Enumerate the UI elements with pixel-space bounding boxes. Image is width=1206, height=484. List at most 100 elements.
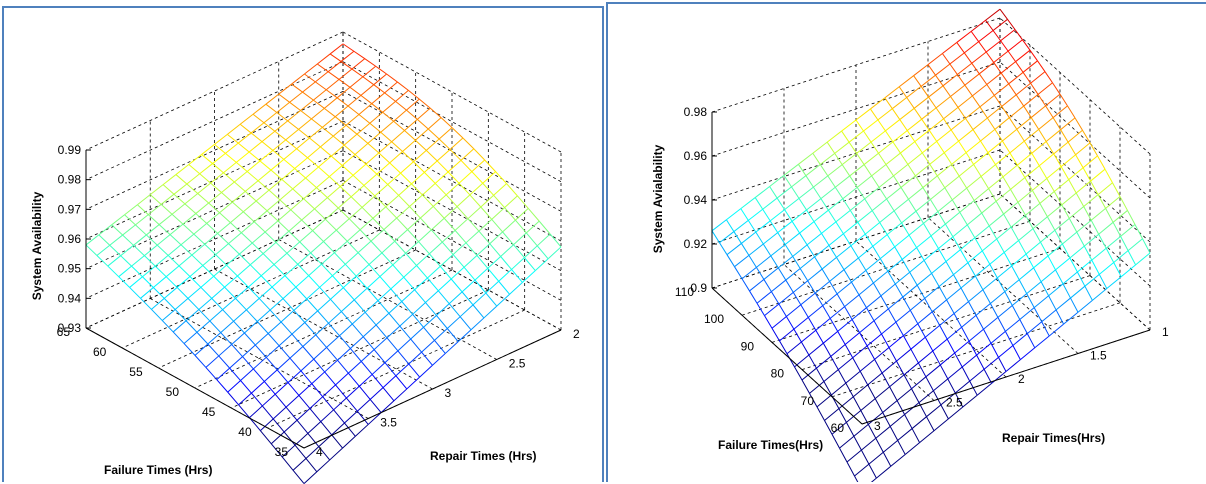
surface-mesh-segment — [403, 265, 417, 278]
surface-mesh-segment — [806, 233, 822, 246]
surface-mesh-segment — [296, 419, 309, 434]
surface-mesh-segment — [873, 270, 889, 284]
surface-mesh-segment — [283, 148, 297, 160]
surface-mesh-segment — [425, 302, 437, 316]
surface-mesh-segment — [950, 129, 960, 142]
surface-mesh-segment — [109, 244, 121, 257]
surface-mesh-segment — [217, 233, 229, 245]
surface-mesh-segment — [926, 404, 942, 418]
y-tick-label: 3.5 — [380, 416, 397, 430]
surface-mesh-segment — [454, 218, 469, 231]
surface-mesh-segment — [844, 294, 860, 308]
surface-mesh-segment — [205, 355, 220, 368]
surface-mesh-segment — [858, 282, 874, 296]
surface-mesh-segment — [921, 118, 930, 131]
surface-mesh-segment — [383, 217, 398, 230]
surface-mesh-segment — [821, 257, 837, 270]
surface-mesh-segment — [842, 233, 852, 247]
surface-mesh-segment — [377, 288, 392, 301]
surface-mesh-segment — [1022, 72, 1032, 84]
surface-mesh-segment — [370, 240, 383, 254]
surface-mesh-segment — [808, 354, 817, 369]
surface-mesh-segment — [311, 107, 325, 120]
surface-mesh-segment — [313, 89, 327, 101]
grid-line — [999, 61, 1151, 199]
surface-mesh-segment — [966, 175, 982, 189]
surface-mesh-segment — [400, 161, 414, 174]
surface-mesh-segment — [310, 252, 322, 265]
surface-mesh-segment — [816, 355, 832, 369]
surface-mesh-segment — [502, 219, 516, 233]
surface-mesh-segment — [362, 76, 375, 86]
surface-mesh-segment — [392, 264, 405, 278]
surface-mesh-segment — [1011, 305, 1021, 320]
surface-mesh-segment — [931, 311, 941, 326]
surface-mesh-segment — [771, 327, 780, 342]
surface-mesh-segment — [392, 252, 406, 266]
surface-mesh-segment — [313, 99, 325, 109]
surface-mesh-segment — [986, 84, 995, 96]
surface-mesh-segment — [851, 281, 860, 296]
surface-mesh-segment — [980, 128, 996, 142]
surface-mesh-segment — [1038, 117, 1054, 130]
surface-mesh-segment — [310, 241, 324, 254]
surface-mesh-segment — [235, 161, 248, 172]
surface-mesh-segment — [212, 163, 224, 174]
surface-mesh-segment — [1033, 267, 1042, 282]
surface-mesh-segment — [961, 366, 971, 382]
surface-mesh-segment — [246, 171, 259, 182]
surface-mesh-segment — [901, 222, 910, 236]
surface-mesh-segment — [215, 243, 229, 255]
surface-mesh-segment — [889, 426, 899, 441]
surface-mesh-segment — [808, 342, 824, 356]
surface-mesh-segment — [972, 129, 981, 142]
surface-mesh-segment — [879, 210, 895, 223]
surface-mesh-segment — [158, 213, 173, 225]
surface-mesh-segment — [209, 320, 222, 333]
surface-mesh-segment — [272, 418, 285, 433]
surface-mesh-segment — [838, 396, 854, 410]
surface-mesh-segment — [1030, 117, 1040, 130]
surface-mesh-segment — [813, 175, 829, 188]
surface-mesh-segment — [931, 299, 947, 313]
surface-mesh-segment — [538, 220, 551, 235]
surface-mesh-segment — [460, 148, 475, 161]
surface-mesh-segment — [253, 356, 267, 370]
surface-mesh-segment — [140, 297, 152, 310]
surface-mesh-segment — [341, 154, 356, 166]
surface-mesh-segment — [763, 279, 772, 292]
surface-mesh-segment — [953, 301, 969, 314]
surface-mesh-segment — [936, 163, 953, 177]
surface-mesh-segment — [962, 394, 978, 408]
surface-mesh-segment — [357, 399, 371, 412]
surface-mesh-segment — [971, 62, 980, 75]
surface-mesh-segment — [841, 152, 857, 166]
surface-mesh-segment — [316, 459, 331, 473]
surface-mesh-segment — [1033, 295, 1049, 309]
surface-mesh-segment — [320, 409, 334, 422]
surface-mesh-segment — [1112, 182, 1121, 197]
z-tick-labels: 0.930.940.950.960.970.980.99 — [58, 143, 82, 335]
surface-mesh-segment — [318, 446, 331, 461]
surface-mesh-segment — [1105, 248, 1115, 263]
surface-mesh-segment — [879, 222, 888, 235]
surface-mesh-segment — [362, 324, 377, 338]
surface-mesh-segment — [1098, 233, 1107, 249]
surface-mesh-segment — [1127, 210, 1136, 225]
surface-mesh-segment — [981, 212, 990, 227]
surface-mesh-segment — [370, 229, 385, 242]
surface-mesh-segment — [434, 340, 446, 354]
surface-mesh-segment — [511, 257, 525, 270]
surface-mesh-segment — [347, 105, 360, 115]
surface-mesh-segment — [826, 141, 836, 154]
surface-mesh-segment — [423, 326, 435, 341]
surface-mesh-segment — [142, 265, 156, 278]
surface-mesh-segment — [963, 52, 973, 64]
right-chart-panel: 0.9 0.92 0.94 0.96 0.98 60 70 80 90 100 110 1 1.5 2… — [606, 2, 1206, 482]
surface-mesh-segment — [842, 186, 858, 200]
surface-mesh-segment — [193, 233, 206, 245]
surface-mesh-segment — [800, 304, 809, 318]
surface-mesh-segment — [380, 131, 392, 143]
surface-mesh-segment — [972, 84, 988, 97]
